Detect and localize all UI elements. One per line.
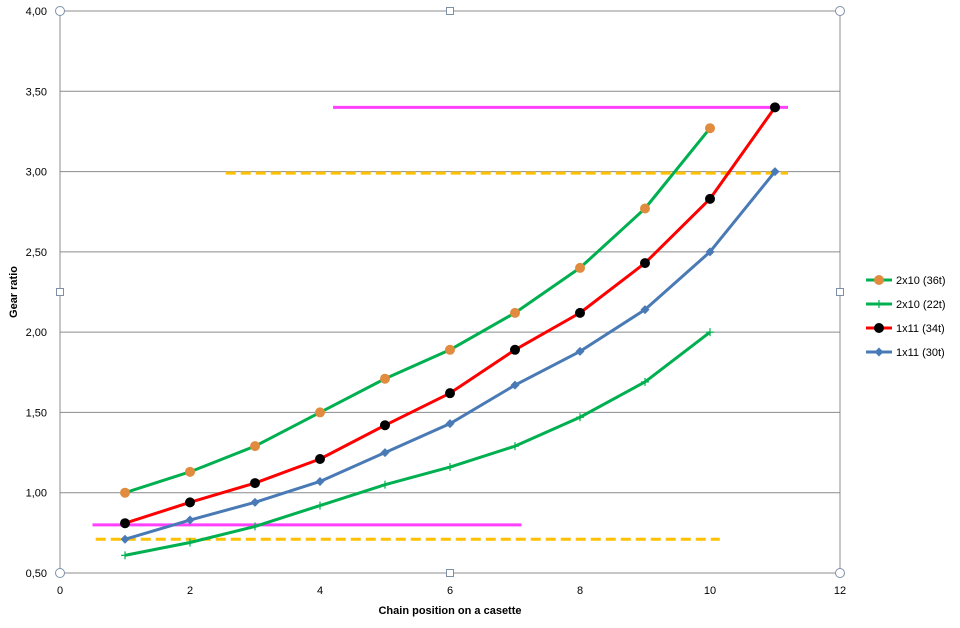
data-point bbox=[874, 323, 884, 333]
data-point bbox=[185, 515, 195, 525]
series-line bbox=[120, 167, 780, 544]
data-point bbox=[575, 262, 585, 273]
data-point bbox=[445, 344, 455, 355]
data-point bbox=[445, 419, 455, 429]
data-point bbox=[640, 305, 650, 315]
data-point bbox=[185, 466, 195, 477]
y-tick-label: 4,00 bbox=[26, 6, 47, 18]
data-point bbox=[575, 307, 585, 318]
legend-item: 2x10 (36t) bbox=[866, 275, 946, 287]
data-point bbox=[250, 478, 260, 489]
data-point bbox=[120, 518, 130, 529]
y-tick-label: 3,50 bbox=[26, 86, 47, 98]
data-point bbox=[706, 328, 714, 337]
series-path bbox=[124, 127, 712, 495]
resize-handle-side[interactable] bbox=[836, 288, 844, 296]
y-tick-label: 1,00 bbox=[26, 488, 47, 500]
data-point bbox=[185, 497, 195, 508]
data-point bbox=[380, 373, 390, 384]
data-point bbox=[510, 344, 520, 355]
data-point bbox=[380, 420, 390, 431]
data-point bbox=[380, 448, 390, 458]
series-line bbox=[121, 328, 714, 560]
data-point bbox=[251, 522, 259, 531]
data-point bbox=[641, 377, 649, 386]
x-tick-label: 6 bbox=[447, 585, 453, 597]
resize-handle-corner[interactable] bbox=[835, 568, 845, 578]
y-tick-label: 2,00 bbox=[26, 327, 47, 339]
data-point bbox=[640, 258, 650, 269]
data-point bbox=[316, 501, 324, 510]
x-tick-label: 10 bbox=[704, 585, 716, 597]
resize-handle-side[interactable] bbox=[56, 288, 64, 296]
series-line bbox=[120, 123, 715, 498]
data-point bbox=[250, 497, 260, 507]
legend-item: 2x10 (22t) bbox=[866, 299, 946, 311]
resize-handle-side[interactable] bbox=[446, 569, 454, 577]
resize-handle-corner[interactable] bbox=[55, 568, 65, 578]
data-point bbox=[705, 193, 715, 204]
data-point bbox=[705, 247, 715, 257]
selection-handles bbox=[55, 6, 845, 578]
y-tick-label: 3,00 bbox=[26, 167, 47, 179]
legend-item: 1x11 (30t) bbox=[866, 347, 945, 359]
x-tick-label: 4 bbox=[317, 585, 323, 597]
data-point bbox=[575, 346, 585, 356]
resize-handle-corner[interactable] bbox=[835, 6, 845, 16]
y-tick-label: 1,50 bbox=[26, 407, 47, 419]
x-tick-label: 12 bbox=[834, 585, 846, 597]
data-point bbox=[315, 453, 325, 464]
data-point bbox=[874, 347, 884, 357]
data-point bbox=[186, 538, 194, 547]
series-line bbox=[120, 102, 780, 529]
data-point bbox=[381, 480, 389, 489]
x-tick-label: 8 bbox=[577, 585, 583, 597]
series-path bbox=[124, 330, 711, 557]
tick-labels: 0,50 1,00 1,50 2,00 2,50 3,00 3,50 4,00 0 2 4 6 8 10 1… bbox=[26, 6, 847, 597]
legend-label: 1x11 (34t) bbox=[896, 323, 945, 335]
data-point bbox=[445, 388, 455, 399]
x-tick-label: 0 bbox=[57, 585, 63, 597]
data-point bbox=[315, 476, 325, 486]
data-point bbox=[120, 534, 130, 544]
x-axis-label: Chain position on a casette bbox=[378, 605, 521, 617]
y-tick-label: 2,50 bbox=[26, 247, 47, 259]
legend-label: 1x11 (30t) bbox=[896, 347, 945, 359]
data-point bbox=[875, 300, 883, 308]
data-point bbox=[511, 442, 519, 451]
data-point bbox=[446, 463, 454, 472]
data-point bbox=[770, 102, 780, 113]
data-point bbox=[250, 441, 260, 452]
data-point bbox=[120, 487, 130, 498]
data-point bbox=[315, 407, 325, 418]
data-series bbox=[120, 102, 780, 560]
data-point bbox=[121, 551, 129, 560]
data-point bbox=[510, 380, 520, 390]
x-tick-label: 2 bbox=[187, 585, 193, 597]
resize-handle-side[interactable] bbox=[446, 7, 454, 15]
data-point bbox=[874, 275, 884, 285]
legend-item: 1x11 (34t) bbox=[866, 323, 945, 335]
y-axis-label: Gear ratio bbox=[8, 266, 20, 318]
data-point bbox=[510, 307, 520, 318]
data-point bbox=[640, 203, 650, 214]
legend-label: 2x10 (22t) bbox=[896, 299, 946, 311]
resize-handle-corner[interactable] bbox=[55, 6, 65, 16]
grid-lines bbox=[60, 10, 840, 574]
y-tick-label: 0,50 bbox=[26, 568, 47, 580]
data-point bbox=[770, 167, 780, 177]
legend-label: 2x10 (36t) bbox=[896, 275, 946, 287]
reference-lines bbox=[92, 105, 788, 541]
legend: 2x10 (36t) 2x10 (22t) 1x11 (34t) 1x11 (30t) bbox=[866, 275, 946, 359]
data-point bbox=[576, 413, 584, 422]
data-point bbox=[705, 123, 715, 134]
axes bbox=[59, 11, 841, 574]
